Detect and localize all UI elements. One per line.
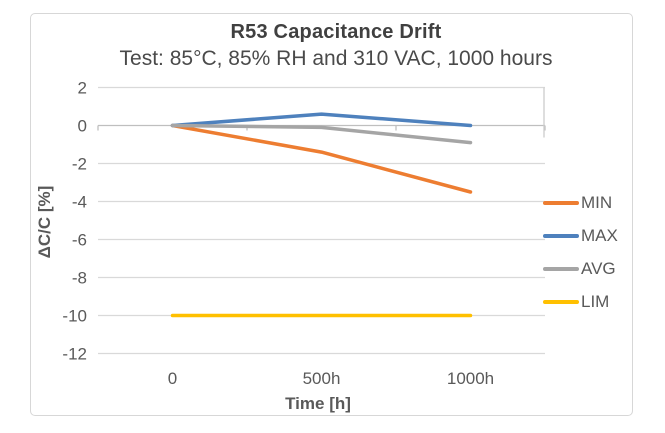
x-tick-label: 1000h xyxy=(447,369,494,388)
legend-item-min: MIN xyxy=(543,186,618,219)
x-axis-title: Time [h] xyxy=(285,394,351,413)
legend-label: AVG xyxy=(581,258,616,278)
y-tick-label: -4 xyxy=(72,193,87,212)
chart-frame xyxy=(30,13,633,416)
chart-subtitle: Test: 85°C, 85% RH and 310 VAC, 1000 hou… xyxy=(119,47,553,70)
legend-label: LIM xyxy=(581,291,610,311)
y-tick-label: -2 xyxy=(72,155,87,174)
legend-swatch-avg xyxy=(543,266,579,271)
legend-item-lim: LIM xyxy=(543,285,618,318)
y-axis-title: ΔC/C [%] xyxy=(35,185,54,259)
y-tick-label: -8 xyxy=(72,269,87,288)
series-line-avg xyxy=(170,123,473,145)
series-line-max xyxy=(170,112,473,128)
legend-item-max: MAX xyxy=(543,219,618,252)
y-tick-label: 2 xyxy=(78,79,87,98)
legend-swatch-lim xyxy=(543,299,579,304)
legend-label: MIN xyxy=(581,192,613,212)
y-tick-label: -6 xyxy=(72,231,87,250)
legend-label: MAX xyxy=(581,225,618,245)
legend-swatch-max xyxy=(543,233,579,238)
chart-header: R53 Capacitance Drift Test: 85°C, 85% RH… xyxy=(36,19,636,72)
legend: MIN MAX AVG LIM xyxy=(543,186,618,318)
y-tick-label: 0 xyxy=(78,117,87,136)
y-tick-label: -12 xyxy=(62,345,87,364)
y-tick-label: -10 xyxy=(62,307,87,326)
x-tick-label: 500h xyxy=(303,369,341,388)
legend-swatch-min xyxy=(543,200,579,205)
x-tick-label: 0 xyxy=(168,369,177,388)
chart-title: R53 Capacitance Drift xyxy=(230,21,442,43)
legend-item-avg: AVG xyxy=(543,252,618,285)
series-line-min xyxy=(170,123,473,194)
